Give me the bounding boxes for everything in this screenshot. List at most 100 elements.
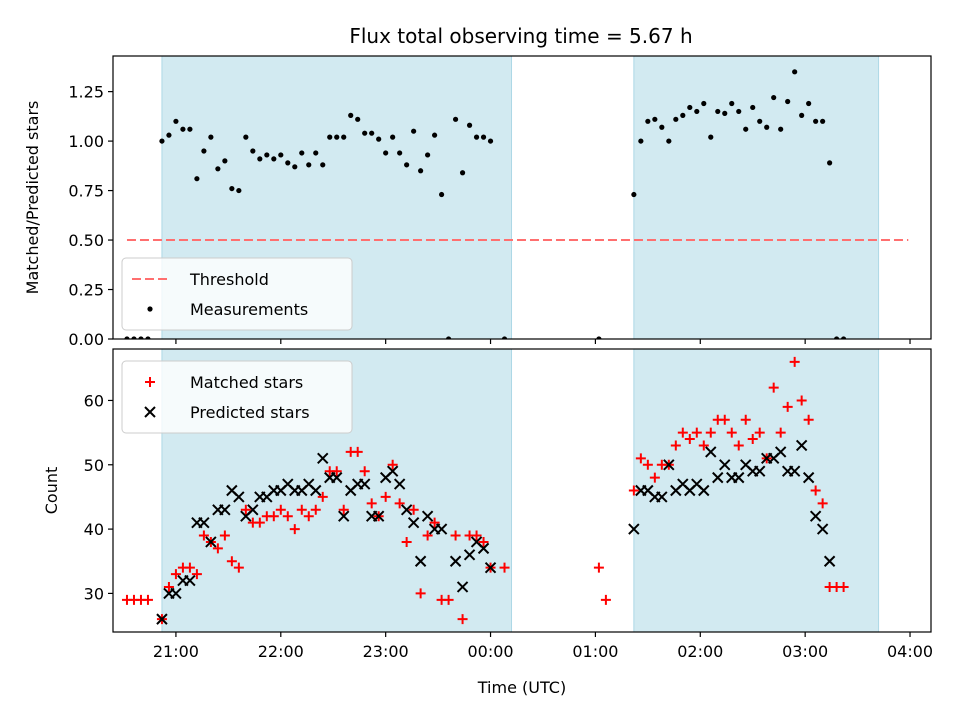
measurement-point [390, 134, 396, 140]
measurement-point [278, 152, 284, 158]
predicted-star-point [331, 471, 343, 484]
measurement-point [806, 100, 812, 107]
x-tick-label: 02:00 [677, 642, 723, 661]
legend-label: Predicted stars [190, 403, 310, 422]
measurement-point [729, 100, 735, 107]
measurement-point [201, 148, 207, 154]
predicted-star-point [484, 561, 497, 574]
axes-frame [112, 55, 932, 340]
x-tick-label: 22:00 [258, 642, 304, 661]
matched-star-point [387, 459, 398, 470]
predicted-star-point [372, 510, 385, 522]
measurement-point [187, 126, 193, 132]
matched-star-point [775, 427, 786, 438]
measurement-point [771, 94, 777, 101]
matched-star-point [275, 504, 286, 515]
x-tick-label: 21:00 [153, 642, 199, 661]
matched-star-point [401, 536, 412, 547]
matched-star-point [733, 440, 744, 451]
matched-star-point [796, 395, 807, 406]
matched-star-point [338, 504, 349, 515]
x-tick-label: 00:00 [467, 642, 513, 661]
matched-star-point [170, 569, 181, 580]
legend: Threshold Measurements [121, 257, 353, 331]
y-tick-label: 30 [84, 584, 104, 603]
measurement-point [159, 138, 165, 144]
matched-star-point [478, 536, 489, 547]
predicted-star-point [477, 542, 490, 555]
predicted-star-point [463, 549, 476, 561]
measurement-point [124, 336, 130, 339]
predicted-star-point [795, 439, 808, 452]
x-tick-label: 04:00 [887, 642, 933, 661]
matched-star-point [408, 504, 419, 515]
matched-star-point [499, 562, 510, 573]
predicted-star-point [712, 471, 724, 484]
measurement-point [736, 108, 742, 115]
measurement-point [145, 336, 151, 339]
matched-star-point [443, 594, 454, 605]
matched-star-point [198, 530, 209, 541]
measurement-point [596, 336, 602, 339]
predicted-star-point [317, 452, 329, 465]
y-tick-label: 40 [84, 520, 104, 539]
measurement-point [397, 150, 403, 156]
measurement-point [750, 104, 756, 111]
matched-star-point [810, 485, 821, 496]
matched-star-point [359, 466, 370, 477]
measurement-point [764, 124, 770, 130]
measurement-point [208, 134, 214, 140]
x-axis-label: Time (UTC) [477, 678, 566, 697]
matched-star-point [789, 356, 800, 367]
matched-star-point [768, 382, 779, 393]
observing-window [633, 349, 880, 632]
measurement-point [180, 126, 186, 132]
measurement-point [743, 126, 749, 132]
matched-star-point [191, 569, 202, 580]
measurement-point [820, 118, 826, 124]
predicted-star-point [628, 523, 640, 535]
matched-star-point [593, 562, 604, 573]
measurement-point [480, 134, 487, 140]
predicted-star-point [656, 491, 668, 503]
measurement-point [501, 336, 508, 339]
matched-star-point [303, 511, 314, 522]
measurement-point [827, 160, 833, 166]
predicted-star-point [219, 504, 231, 516]
matched-star-point [450, 530, 461, 541]
matched-star-point [600, 594, 611, 605]
legend-label: Matched stars [190, 373, 303, 392]
matched-star-point [670, 440, 681, 451]
predicted-star-point [816, 523, 829, 535]
measurement-point [404, 162, 410, 168]
predicted-star-point [698, 484, 710, 497]
predicted-star-point [198, 516, 210, 529]
measurement-point [376, 136, 382, 142]
measurement-point [652, 116, 658, 122]
matched-star-point [754, 427, 765, 438]
matched-star-point [268, 511, 279, 522]
x-tick-label: 23:00 [363, 642, 409, 661]
measurement-point [687, 104, 693, 111]
matched-star-point [352, 446, 363, 457]
measurement-point [250, 148, 256, 154]
matched-star-point [726, 427, 737, 438]
matched-star-point [331, 466, 342, 477]
legend-measurement-swatch [147, 306, 153, 312]
measurement-point [673, 116, 679, 122]
matched-star-point [394, 498, 405, 509]
predicted-star-point [170, 587, 182, 600]
predicted-star-point [421, 510, 434, 522]
measurement-point [236, 187, 242, 194]
matched-star-point [684, 434, 695, 445]
predicted-star-point [435, 523, 448, 535]
measurement-point [257, 156, 263, 162]
upper-panel-ratio: 0.00 0.25 0.50 0.75 1.00 1.25 Matched/Predicte… [23, 55, 932, 349]
matched-star-point [380, 491, 391, 502]
measurement-point [466, 122, 473, 128]
measurement-point [757, 118, 763, 124]
measurement-point [792, 69, 798, 75]
legend-matched-swatch [145, 377, 155, 387]
predicted-star-point [393, 478, 406, 490]
